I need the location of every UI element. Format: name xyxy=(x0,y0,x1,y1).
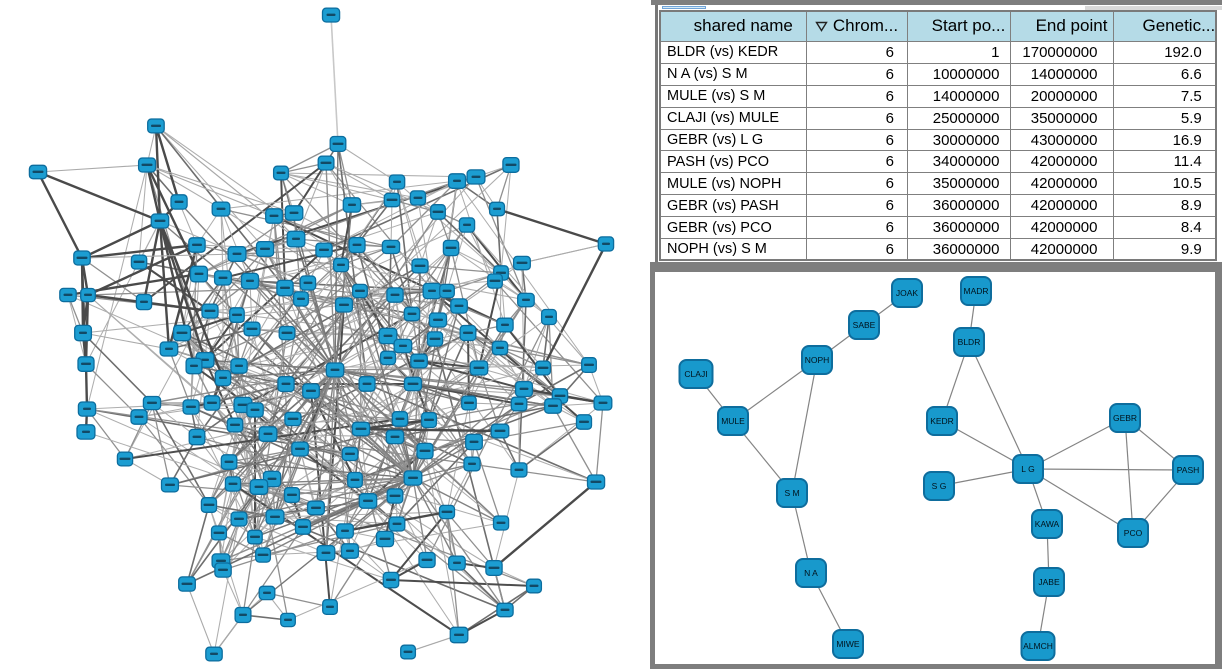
svg-text:MULE: MULE xyxy=(721,416,745,426)
svg-text:CLAJI: CLAJI xyxy=(684,369,707,379)
svg-text:PASH: PASH xyxy=(1177,465,1200,475)
svg-text:SABE: SABE xyxy=(853,320,876,330)
svg-text:KEDR: KEDR xyxy=(930,416,954,426)
svg-text:L G: L G xyxy=(1021,464,1034,474)
svg-text:KAWA: KAWA xyxy=(1035,519,1060,529)
svg-text:JOAK: JOAK xyxy=(896,288,919,298)
svg-text:GEBR: GEBR xyxy=(1113,413,1137,423)
svg-text:ALMCH: ALMCH xyxy=(1023,641,1053,651)
svg-text:MADR: MADR xyxy=(963,286,988,296)
svg-text:NOPH: NOPH xyxy=(805,355,830,365)
svg-text:BLDR: BLDR xyxy=(958,337,981,347)
svg-text:PCO: PCO xyxy=(1124,528,1143,538)
svg-text:S M: S M xyxy=(784,488,799,498)
svg-text:N A: N A xyxy=(804,568,818,578)
svg-text:S G: S G xyxy=(932,481,947,491)
svg-text:MIWE: MIWE xyxy=(836,639,859,649)
svg-text:JABE: JABE xyxy=(1038,577,1060,587)
